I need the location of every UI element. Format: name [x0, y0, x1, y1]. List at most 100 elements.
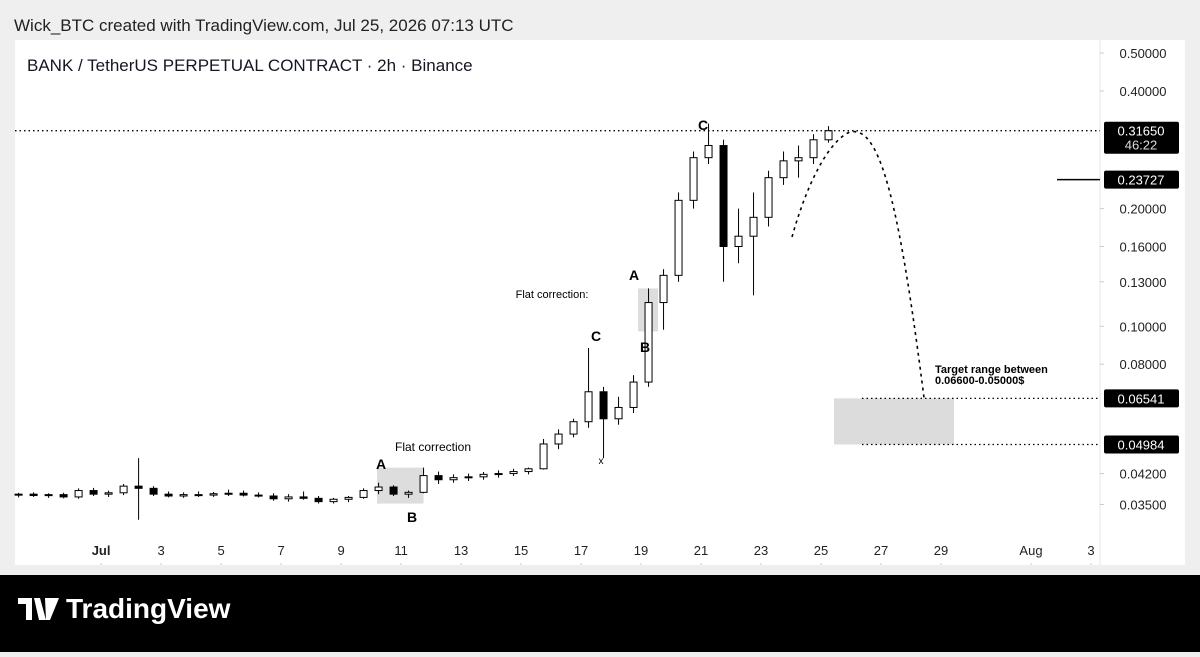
- candle-body: [134, 485, 143, 489]
- candle-body: [209, 493, 218, 496]
- annotation: Flat correction:: [516, 289, 589, 301]
- x-tick-label: 3: [157, 543, 164, 558]
- x-tick-label: 7: [277, 543, 284, 558]
- candle-body: [74, 490, 83, 498]
- candle-body: [629, 381, 638, 408]
- x-tick-label: 21: [694, 543, 708, 558]
- annotation: Target range between: [935, 364, 1048, 376]
- annotation: 0.06600-0.05000$: [935, 375, 1024, 387]
- candle-body: [599, 391, 608, 420]
- candle-body: [809, 139, 818, 159]
- candle-body: [569, 421, 578, 435]
- candle-body: [479, 473, 488, 478]
- candle-body: [269, 495, 278, 500]
- correction-box: [377, 467, 424, 504]
- y-tick-label: 0.13000: [1120, 275, 1167, 290]
- candle-body: [764, 177, 773, 218]
- logo: TradingView: [18, 593, 231, 624]
- candle-body: [824, 130, 833, 141]
- y-tick-label: 0.03500: [1120, 498, 1167, 513]
- x-tick-label: Aug: [1019, 543, 1042, 558]
- header: Wick_BTC created with TradingView.com, J…: [14, 16, 514, 35]
- chart-panel: [15, 40, 1185, 565]
- x-tick-label: 15: [514, 543, 528, 558]
- candle-body: [104, 492, 113, 495]
- candle-body: [584, 391, 593, 423]
- candle-body: [644, 302, 653, 383]
- price-label: 0.04984: [1118, 438, 1165, 453]
- projection-path: [791, 130, 929, 431]
- candle-body: [44, 494, 53, 497]
- x-tick-label: 27: [874, 543, 888, 558]
- price-label: 0.23727: [1118, 173, 1165, 188]
- annotation: C: [591, 328, 601, 344]
- candle-body: [674, 199, 683, 276]
- x-tick-label: 29: [934, 543, 948, 558]
- target-zone: [834, 398, 954, 445]
- x-tick-label: 11: [394, 543, 408, 558]
- candle-body: [14, 493, 23, 496]
- annotation: A: [376, 456, 386, 472]
- candle-body: [284, 496, 293, 500]
- candle-body: [359, 490, 368, 498]
- annotation: C: [698, 117, 708, 133]
- x-tick-label: 17: [574, 543, 588, 558]
- price-label: 0.31650: [1118, 124, 1165, 139]
- annotation: A: [629, 267, 639, 283]
- candle-body: [449, 477, 458, 481]
- price-label: 0.06541: [1118, 391, 1165, 406]
- candle-body: [299, 496, 308, 499]
- candle-body: [524, 468, 533, 473]
- price-label-box: [1104, 170, 1179, 189]
- price-label-box: [1104, 121, 1179, 154]
- x-tick-label: 19: [634, 543, 648, 558]
- y-tick-label: 0.04200: [1120, 467, 1167, 482]
- x-tick-label: Jul: [92, 543, 111, 558]
- y-tick-label: 0.08000: [1120, 357, 1167, 372]
- footer: [0, 575, 1200, 652]
- y-tick-label: 0.10000: [1120, 319, 1167, 334]
- candle-body: [314, 497, 323, 503]
- candle-body: [119, 485, 128, 494]
- candle-body: [689, 157, 698, 201]
- candle-body: [719, 145, 728, 248]
- candle-body: [374, 486, 383, 492]
- annotation: Flat correction: [395, 440, 471, 454]
- price-label-box: [1104, 435, 1179, 454]
- candle-body: [404, 491, 413, 495]
- candle-body: [254, 494, 263, 497]
- candle-body: [149, 487, 158, 495]
- candle-body: [194, 494, 203, 497]
- x-tick-label: 3: [1087, 543, 1094, 558]
- candle-body: [89, 490, 98, 495]
- candle-body: [659, 274, 668, 304]
- x-tick-label: 13: [454, 543, 468, 558]
- x-tick-label: 5: [217, 543, 224, 558]
- candle-body: [344, 496, 353, 500]
- candle-body: [329, 498, 338, 503]
- candle-body: [419, 475, 428, 493]
- x-tick-label: 25: [814, 543, 828, 558]
- candle-body: [779, 160, 788, 179]
- logo-icon: [18, 598, 59, 620]
- candle-body: [494, 473, 503, 476]
- candle-body: [224, 492, 233, 495]
- candle-body: [704, 145, 713, 159]
- countdown: 46:22: [1125, 138, 1158, 153]
- candle-body: [554, 433, 563, 445]
- y-tick-label: 0.16000: [1120, 240, 1167, 255]
- candle-body: [614, 406, 623, 420]
- candle-body: [539, 443, 548, 470]
- candle-body: [734, 235, 743, 248]
- x-tick-label: 9: [337, 543, 344, 558]
- candle-body: [59, 494, 68, 498]
- candle-body: [509, 471, 518, 475]
- candle-body: [239, 492, 248, 496]
- y-tick-label: 0.50000: [1120, 46, 1167, 61]
- candle-body: [29, 493, 38, 497]
- candle-body: [749, 216, 758, 237]
- y-tick-label: 0.40000: [1120, 84, 1167, 99]
- logo-text: TradingView: [66, 593, 231, 624]
